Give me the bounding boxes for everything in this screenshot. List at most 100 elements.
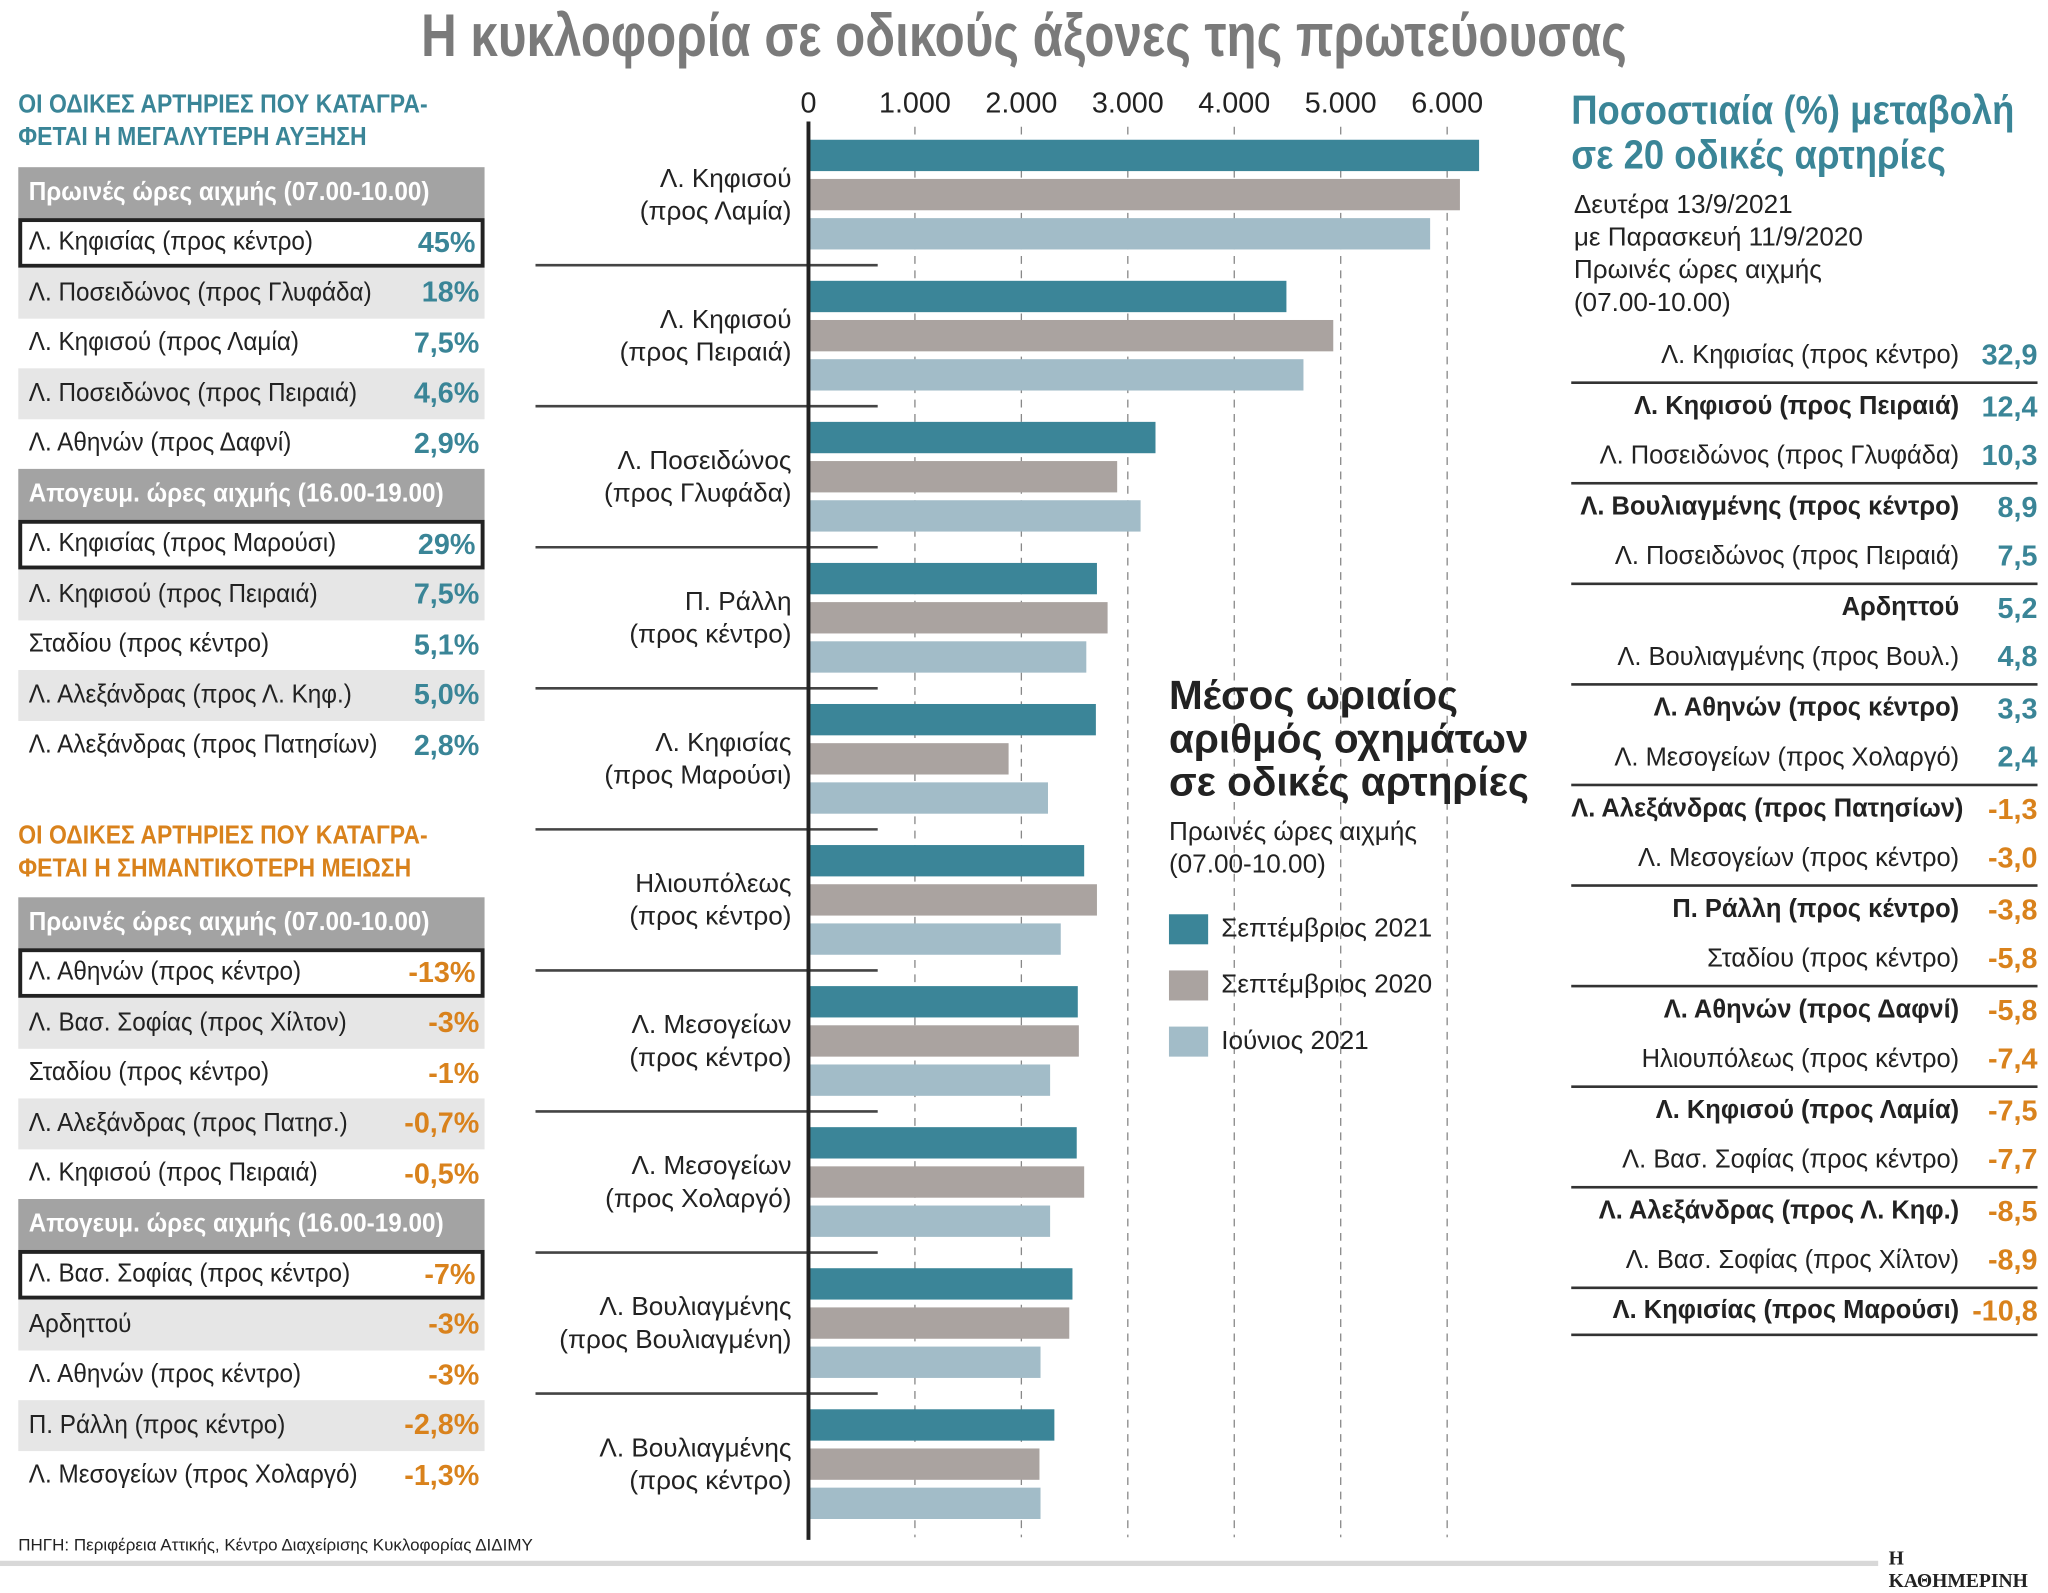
- change-value: 5,2: [1997, 591, 2038, 624]
- bar-0-8: [808, 1268, 1073, 1300]
- road-name: Αρδηττού: [28, 1309, 132, 1339]
- bar-1-5: [808, 884, 1097, 916]
- road-name: Λ. Κηφισού (προς Πειραιά): [28, 579, 318, 609]
- legend-item-sep2020: Σεπτέμβριος 2020: [1168, 970, 1433, 1001]
- table-row: Λ. Κηφισίας (προς κέντρο) 45%: [18, 217, 485, 268]
- chart-subtitle: Πρωινές ώρες αιχμής (07.00-10.00): [1169, 816, 1417, 881]
- legend-swatch: [1168, 914, 1209, 945]
- road-name: Λ. Κηφισού (προς Λαμία): [1655, 1096, 1960, 1125]
- bar-0-1: [808, 280, 1287, 313]
- category-label-line: (προς κέντρο): [629, 1466, 792, 1496]
- legend-swatch: [1168, 970, 1209, 1001]
- decrease-heading-line: ΟΙ ΟΔΙΚΕΣ ΑΡΤΗΡΙΕΣ ΠΟΥ ΚΑΤΑΓΡΑ-: [18, 821, 428, 851]
- legend-label: Σεπτέμβριος 2020: [1221, 970, 1433, 1000]
- table-row: Αρδηττού -3%: [18, 1299, 485, 1350]
- bar-2-6: [808, 1064, 1051, 1096]
- road-name: Λ. Αθηνών (προς κέντρο): [28, 957, 302, 987]
- change-title-line: σε 20 οδικές αρτηρίες: [1571, 131, 1946, 178]
- percent-value: -1,3%: [404, 1458, 480, 1492]
- change-row: Π. Ράλλη (προς κέντρο) -3,8: [1571, 883, 2038, 934]
- change-value: 8,9: [1997, 490, 2038, 524]
- chart-title-line: Μέσος ωριαίος: [1168, 672, 1459, 719]
- x-tick-label: 2.000: [985, 86, 1058, 119]
- table-row: Λ. Αθηνών (προς Δαφνί) 2,9%: [18, 419, 484, 469]
- change-value: -1,3: [1987, 792, 2038, 826]
- bar-1-8: [808, 1307, 1070, 1339]
- percent-value: 45%: [417, 225, 476, 259]
- category-label-line: Λ. Βουλιαγμένης: [599, 1434, 792, 1463]
- change-row: Λ. Βουλιαγμένης (προς Βουλ.) 4,8: [1571, 632, 2037, 682]
- bar-0-6: [808, 986, 1078, 1018]
- percent-value: 2,8%: [413, 728, 480, 762]
- road-name: Λ. Αλεξάνδρας (προς Πατησίων): [1571, 794, 1964, 824]
- x-tick-label: 5.000: [1304, 86, 1377, 119]
- decrease-table: Πρωινές ώρες αιχμής (07.00-10.00) Λ. Αθην…: [18, 897, 485, 1500]
- road-name: Λ. Ποσειδώνος (προς Γλυφάδα): [28, 277, 372, 307]
- percent-value: 7,5%: [413, 326, 480, 359]
- category-label-line: Λ. Βουλιαγμένης: [599, 1293, 792, 1322]
- change-value: 3,3: [1997, 691, 2038, 725]
- table-row: Σταδίου (προς κέντρο) -1%: [18, 1048, 484, 1098]
- road-name: Λ. Μεσογείων (προς Χολαργό): [28, 1460, 358, 1490]
- category-label: Ηλιουπόλεως (προς κέντρο): [543, 869, 791, 934]
- change-subtitle-line: με Παρασκευή 11/9/2020: [1573, 223, 1863, 253]
- road-name: Λ. Μεσογείων (προς Χολαργό): [1614, 742, 1960, 772]
- category-label-line: (προς Λαμία): [639, 197, 792, 226]
- change-value: 32,9: [1981, 338, 2038, 372]
- bar-1-3: [808, 602, 1108, 634]
- increase-heading-line: ΟΙ ΟΔΙΚΕΣ ΑΡΤΗΡΙΕΣ ΠΟΥ ΚΑΤΑΓΡΑ-: [18, 90, 428, 119]
- road-name: Λ. Κηφισού (προς Πειραιά): [28, 1158, 318, 1188]
- category-label-line: Λ. Κηφισού: [659, 305, 792, 335]
- road-name: Λ. Βασ. Σοφίας (προς Χίλτον): [1625, 1245, 1960, 1275]
- road-name: Λ. Ποσειδώνος (προς Πειραιά): [28, 378, 358, 408]
- road-name: Λ. Αθηνών (προς Δαφνί): [1663, 995, 1960, 1025]
- percent-value: 5,1%: [413, 627, 480, 661]
- table-row: Λ. Κηφισίας (προς Μαρούσι) 29%: [18, 519, 485, 570]
- percent-value: -0,5%: [404, 1156, 480, 1190]
- section-header-label: Απογευμ. ώρες αιχμής (16.00-19.00): [28, 479, 444, 508]
- change-list: Λ. Κηφισίας (προς κέντρο) 32,9 Λ. Κηφισού …: [1571, 330, 2038, 1337]
- road-name: Σταδίου (προς κέντρο): [1707, 943, 1960, 973]
- category-label: Λ. Ποσειδώνος (προς Γλυφάδα): [543, 445, 791, 510]
- road-name: Σταδίου (προς κέντρο): [28, 629, 270, 659]
- table-row: Λ. Αλεξάνδρας (προς Πατησίων) 2,8%: [18, 720, 484, 770]
- table-section-header: Πρωινές ώρες αιχμής (07.00-10.00): [18, 167, 485, 218]
- bar-0-9: [808, 1409, 1055, 1441]
- percent-value: 5,0%: [413, 678, 480, 711]
- category-label-line: (προς κέντρο): [629, 1043, 792, 1073]
- road-name: Λ. Βασ. Σοφίας (προς κέντρο): [28, 1259, 351, 1289]
- table-row: Λ. Κηφισού (προς Πειραιά) 7,5%: [18, 569, 485, 620]
- increase-heading-line: ΦΕΤΑΙ Η ΜΕΓΑΛΥΤΕΡΗ ΑΥΞΗΣΗ: [18, 122, 367, 152]
- percent-value: -2,8%: [404, 1408, 480, 1441]
- road-name: Π. Ράλλη (προς κέντρο): [1672, 895, 1960, 924]
- change-row: Λ. Αλεξάνδρας (προς Πατησίων) -1,3: [1571, 783, 2038, 833]
- change-value: -5,8: [1987, 942, 2038, 975]
- change-row: Λ. Βασ. Σοφίας (προς Χίλτον) -8,9: [1571, 1236, 2038, 1286]
- publisher-logo: Η ΚΑΘΗΜΕΡΙΝΗ: [1888, 1549, 2028, 1593]
- category-label-line: (προς Χολαργό): [605, 1184, 792, 1214]
- change-row: Λ. Βουλιαγμένης (προς κέντρο) 8,9: [1571, 481, 2038, 531]
- table-row: Λ. Βασ. Σοφίας (προς κέντρο) -7%: [18, 1249, 485, 1300]
- legend-label: Σεπτέμβριος 2021: [1221, 914, 1433, 944]
- chart-subtitle-line: (07.00-10.00): [1168, 850, 1326, 880]
- change-row: Λ. Κηφισού (προς Πειραιά) 12,4: [1571, 380, 2038, 431]
- table-row: Λ. Βασ. Σοφίας (προς Χίλτον) -3%: [18, 997, 485, 1049]
- change-value: -10,8: [1972, 1294, 2038, 1327]
- category-label: Λ. Μεσογείων (προς κέντρο): [543, 1010, 791, 1075]
- road-name: Λ. Ποσειδώνος (προς Πειραιά): [1614, 541, 1960, 571]
- bar-1-6: [808, 1025, 1079, 1057]
- category-label-line: (προς Μαρούσι): [604, 761, 792, 791]
- percent-value: 29%: [417, 527, 476, 560]
- bar-1-2: [808, 461, 1118, 493]
- bar-0-5: [808, 845, 1085, 877]
- x-tick-label: 1.000: [878, 86, 951, 119]
- category-label: Λ. Κηφισού (προς Πειραιά): [543, 304, 792, 369]
- bar-1-9: [808, 1448, 1040, 1480]
- category-label-line: Λ. Κηφισού: [659, 164, 792, 194]
- chart-title-line: αριθμός οχημάτων: [1168, 715, 1529, 762]
- road-name: Λ. Βουλιαγμένης (προς κέντρο): [1580, 492, 1960, 522]
- change-value: -3,0: [1987, 841, 2038, 875]
- road-name: Λ. Κηφισίας (προς Μαρούσι): [1612, 1295, 1960, 1325]
- x-tick-label: 3.000: [1091, 86, 1164, 119]
